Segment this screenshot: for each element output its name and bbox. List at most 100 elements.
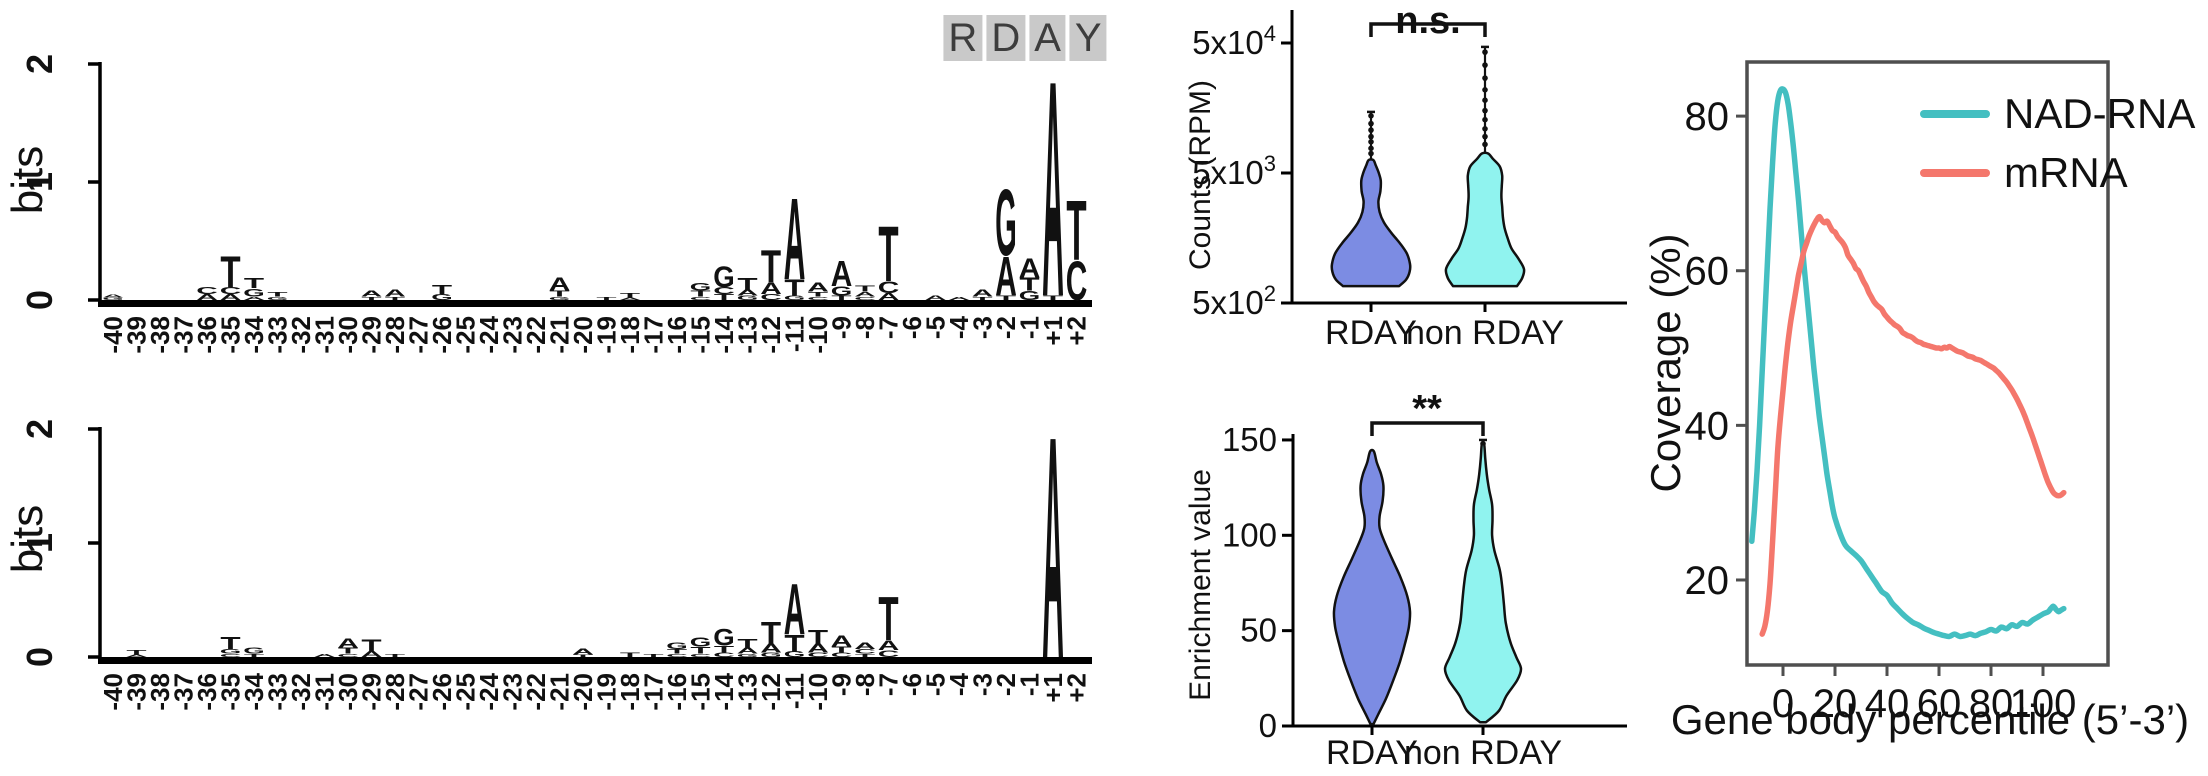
x-tick-label: 20	[1813, 682, 1858, 726]
x-tick-label: -17	[639, 316, 669, 354]
panel-sequence-logo-top: 0 1 2 -40 G A -39 -38 -37 -36 A C -35 A C T -34 A G T -33 G T -…	[0, 0, 1170, 388]
x-tick-label: -35	[216, 316, 246, 354]
x-tick-label: -11	[780, 673, 810, 709]
y-axis-label-bits-top: bits	[3, 145, 52, 215]
x-tick-label: -33	[263, 316, 293, 354]
logo-letter-C: C	[854, 648, 876, 655]
logo-letter-A: A	[948, 296, 970, 302]
x-tick-label: -15	[686, 316, 716, 354]
logo-letter-T: T	[690, 289, 711, 298]
x-tick-label: -18	[615, 316, 645, 354]
logo-letter-C: C	[713, 651, 735, 658]
logo-letter-G: G	[690, 281, 711, 293]
x-tick-label: -2	[991, 673, 1021, 696]
outlier-dot	[1368, 113, 1374, 119]
x-tick-label: -10	[803, 673, 833, 711]
logo-letter-G: G	[549, 296, 570, 301]
y-axis-label-bits-bottom: bits	[3, 504, 52, 574]
x-tick-label: +1	[1038, 673, 1068, 703]
logo-letter-A: A	[572, 647, 594, 656]
logo-letter-A: A	[314, 653, 336, 658]
x-tick-label: -36	[192, 673, 222, 711]
outlier-dot	[1482, 107, 1488, 114]
logo-letter-A: A	[807, 280, 829, 295]
x-tick-label: 0	[1772, 682, 1794, 726]
logo-letter-T: T	[831, 645, 852, 654]
violin-enrichment-plot: 0 50 100 150	[1222, 421, 1627, 744]
logo-letter-A: A	[737, 646, 759, 655]
logo-letter-A: A	[760, 641, 782, 655]
logo-letter-T: T	[549, 289, 570, 298]
outlier-dot	[1482, 97, 1488, 103]
logo-letter-T: T	[855, 285, 876, 294]
logo-letter-G: G	[784, 294, 805, 301]
logo-letter-A: A	[995, 247, 1017, 308]
x-tick-label: -30	[333, 316, 363, 354]
x-tick-label: -21	[545, 673, 575, 711]
logo-letter-T: T	[761, 242, 781, 292]
logo-letter-G: G	[737, 653, 758, 658]
logo-letter-T: T	[737, 637, 758, 651]
significance-bracket	[1369, 22, 1487, 37]
y-tick-label: 1	[19, 172, 60, 192]
x-tick-label: -38	[145, 316, 175, 354]
violin-shape-rday	[1332, 448, 1412, 726]
logo-letter-C: C	[760, 293, 782, 302]
y-tick-label: 60	[1685, 250, 1730, 294]
logo-letter-C: C	[878, 648, 900, 659]
x-tick-label: -32	[286, 316, 316, 354]
y-tick-label: 5x102	[1192, 281, 1276, 321]
logo-letter-T: T	[573, 654, 594, 658]
x-tick-label: -23	[498, 316, 528, 354]
logo-letter-G: G	[784, 650, 805, 659]
x-tick-label: -16	[662, 316, 692, 354]
x-tick-label: -13	[733, 673, 763, 711]
logo-letter-A: A	[361, 650, 383, 659]
logo-letter-C: C	[807, 651, 829, 658]
y-axis-label-enrichment: Enrichment value	[1184, 469, 1217, 701]
x-tick-label: +1	[1038, 316, 1068, 346]
x-axis-label-gene-body: Gene body percentile (5’-3’)	[1670, 696, 2190, 743]
logo-letter-C: C	[713, 285, 735, 296]
x-tick-label: -15	[686, 673, 716, 711]
logo-letter-A: A	[1042, 388, 1064, 725]
x-tick-label: -6	[897, 673, 927, 696]
outlier-dot	[1482, 87, 1488, 93]
logo-letter-T: T	[667, 648, 688, 655]
x-tick-label: -30	[333, 673, 363, 711]
logo-letter-C: C	[854, 296, 876, 302]
x-tick-label: -37	[169, 673, 199, 711]
x-tick-label: -20	[568, 673, 598, 711]
logo-letter-T: T	[855, 653, 876, 658]
logo-letter-A: A	[361, 289, 383, 298]
logo-letter-T: T	[784, 275, 805, 301]
logo-letter-A: A	[831, 633, 853, 651]
x-tick-label: 80	[1969, 682, 2014, 726]
x-tick-label: -34	[239, 315, 269, 353]
outlier-dot	[1368, 127, 1374, 133]
logo-letter-C: C	[666, 653, 688, 658]
x-tick-label: -27	[404, 316, 434, 354]
x-tick-label: -29	[357, 673, 387, 711]
panel-violin-enrichment: 0 50 100 150 Enrichment value ** RDAY non R…	[1184, 386, 1640, 776]
logo-letter-T: T	[831, 294, 852, 301]
x-tick-label: -9	[827, 673, 857, 696]
x-tick-label: -31	[310, 673, 340, 711]
y-tick-label: 50	[1240, 612, 1277, 649]
logo-letter-G: G	[267, 296, 288, 301]
x-tick-label: -19	[592, 316, 622, 354]
x-tick-label: -8	[850, 673, 880, 696]
logo-letter-G: G	[431, 293, 452, 302]
motif-letter-A: A	[1029, 15, 1066, 61]
significance-label-stars: **	[1412, 388, 1442, 430]
logo-letter-G: G	[102, 297, 123, 301]
logo-letter-C: C	[878, 279, 900, 297]
logo-letter-A: A	[126, 654, 148, 658]
logo-letter-A: A	[737, 288, 759, 297]
x-tick-label: -21	[545, 316, 575, 354]
x-tick-label: -10	[803, 316, 833, 354]
x-tick-label: -31	[310, 316, 340, 354]
logo-letter-C: C	[220, 653, 242, 658]
